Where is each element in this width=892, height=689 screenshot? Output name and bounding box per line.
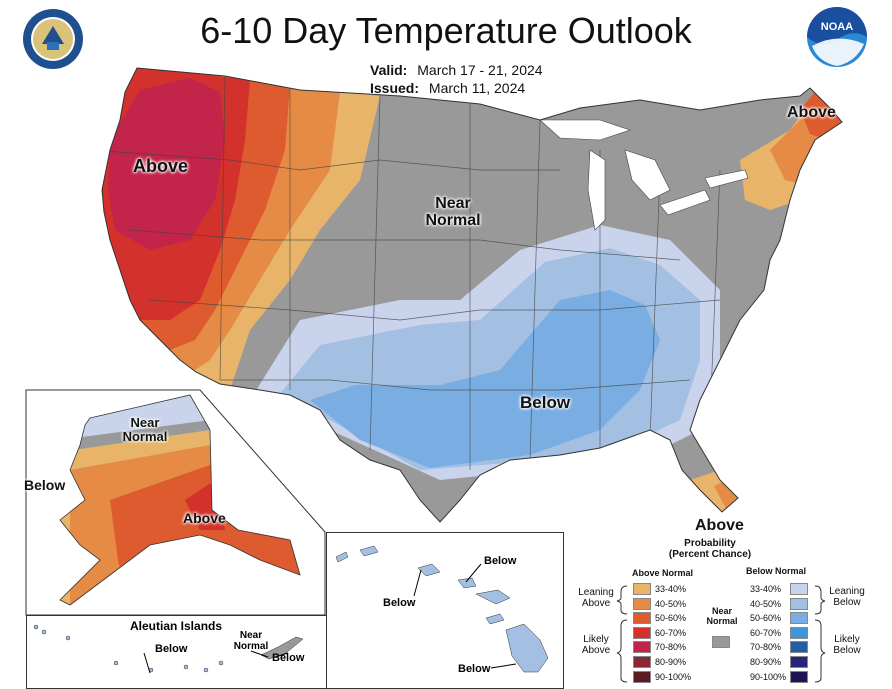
legend-near-swatch — [712, 636, 730, 648]
south-below-label: Below — [520, 393, 571, 412]
legend-below-row: 80-90% — [750, 656, 822, 669]
legend-below-swatch — [790, 612, 808, 625]
legend-below-swatch — [790, 641, 808, 654]
legend-above-range: 60-70% — [655, 627, 687, 638]
legend-leaning-below: Leaning Below — [829, 586, 865, 608]
legend-below-row: 33-40% — [750, 583, 822, 596]
legend-subtitle: (Percent Chance) — [668, 549, 752, 560]
aleutian-near-label: Near Normal — [233, 630, 269, 652]
legend-leaning-above: Leaning Above — [578, 587, 614, 609]
legend-below-swatch — [790, 656, 808, 668]
legend-above-range: 70-80% — [655, 642, 687, 653]
legend-below-range: 80-90% — [750, 657, 782, 667]
issued-label: Issued: — [370, 80, 420, 96]
legend-below-range: 90-100% — [750, 671, 787, 682]
hawaii-below-label-1: Below — [484, 555, 517, 567]
legend-title-block: Probability (Percent Chance) — [665, 538, 755, 560]
west-above-label: Above — [133, 156, 189, 176]
commerce-seal-icon — [23, 9, 83, 69]
legend-above-row: 33-40% — [633, 583, 703, 596]
issued-dates: Issued: March 11, 2024 — [370, 80, 525, 96]
legend-above-list: 33-40% 40-50% 50-60% 60-70% 70-80% 80-90% 90-1… — [633, 583, 703, 688]
legend-above-swatch — [633, 597, 651, 610]
aleutian-below-label-2: Below — [272, 652, 305, 664]
legend-below-swatch — [790, 670, 808, 683]
svg-text:NOAA: NOAA — [821, 21, 853, 33]
legend-above-swatch — [633, 626, 651, 639]
legend-below-list: 33-40% 40-50% 50-60% 60-70% 70-80% 80-90% 90-1… — [750, 583, 822, 688]
valid-value: March 17 - 21, 2024 — [417, 62, 543, 78]
alaska-above-label: Above — [183, 510, 226, 526]
legend-above-row: 80-90% — [633, 656, 703, 669]
legend-below-range: 60-70% — [750, 627, 782, 638]
issued-value: March 11, 2024 — [428, 80, 526, 96]
legend-below-row: 90-100% — [750, 670, 822, 684]
legend-above-swatch — [633, 670, 651, 683]
legend-above-swatch — [633, 656, 651, 668]
legend-above-row: 60-70% — [633, 626, 703, 640]
legend-above-range: 80-90% — [655, 657, 687, 667]
hawaii-below-label-3: Below — [458, 663, 491, 675]
legend-below-row: 40-50% — [750, 597, 822, 611]
legend-below-range: 40-50% — [750, 598, 782, 609]
hawaii-islands-shapes — [335, 545, 549, 673]
legend-above-row: 40-50% — [633, 597, 703, 611]
legend-below-swatch — [790, 583, 808, 595]
legend-below-range: 33-40% — [750, 584, 782, 594]
legend-above-range: 33-40% — [655, 584, 687, 594]
legend-brackets — [616, 585, 826, 683]
legend-below-range: 70-80% — [750, 642, 782, 653]
legend-above-range: 90-100% — [655, 671, 692, 682]
legend-above-range: 50-60% — [655, 613, 687, 624]
legend-title: Probability — [684, 538, 736, 549]
legend-above-row: 70-80% — [633, 641, 703, 654]
noaa-logo-icon: NOAA — [807, 7, 867, 67]
legend-below-swatch — [790, 626, 808, 639]
valid-label: Valid: — [370, 62, 408, 78]
florida-above-label: Above — [695, 517, 744, 534]
legend-below-header: Below Normal — [746, 566, 807, 576]
northeast-above-label: Above — [787, 104, 836, 121]
legend-below-row: 70-80% — [750, 641, 822, 654]
alaska-near-label: Near Normal — [122, 415, 168, 444]
page-title: 6-10 Day Temperature Outlook — [200, 10, 692, 51]
aleutian-below-label-1: Below — [155, 643, 188, 655]
legend-below-row: 60-70% — [750, 626, 822, 640]
legend-likely-below: Likely Below — [833, 634, 861, 656]
aleutian-islands-shapes — [33, 624, 304, 674]
legend-above-row: 50-60% — [633, 612, 703, 625]
legend-above-swatch — [633, 612, 651, 625]
legend-below-range: 50-60% — [750, 613, 782, 624]
aleutian-title: Aleutian Islands — [130, 619, 223, 633]
legend-above-range: 40-50% — [655, 598, 687, 609]
alaska-below-label: Below — [24, 477, 66, 493]
central-near-label: Near Normal — [425, 195, 481, 229]
legend-likely-above: Likely Above — [581, 634, 611, 656]
hawaii-below-label-2: Below — [383, 597, 416, 609]
legend-above-row: 90-100% — [633, 670, 703, 684]
legend-near-label: Near Normal — [706, 606, 738, 626]
valid-dates: Valid: March 17 - 21, 2024 — [370, 62, 543, 78]
legend-below-swatch — [790, 597, 808, 610]
legend-above-header: Above Normal — [632, 568, 694, 578]
legend-above-swatch — [633, 641, 651, 654]
legend-above-swatch — [633, 583, 651, 595]
legend-below-row: 50-60% — [750, 612, 822, 625]
